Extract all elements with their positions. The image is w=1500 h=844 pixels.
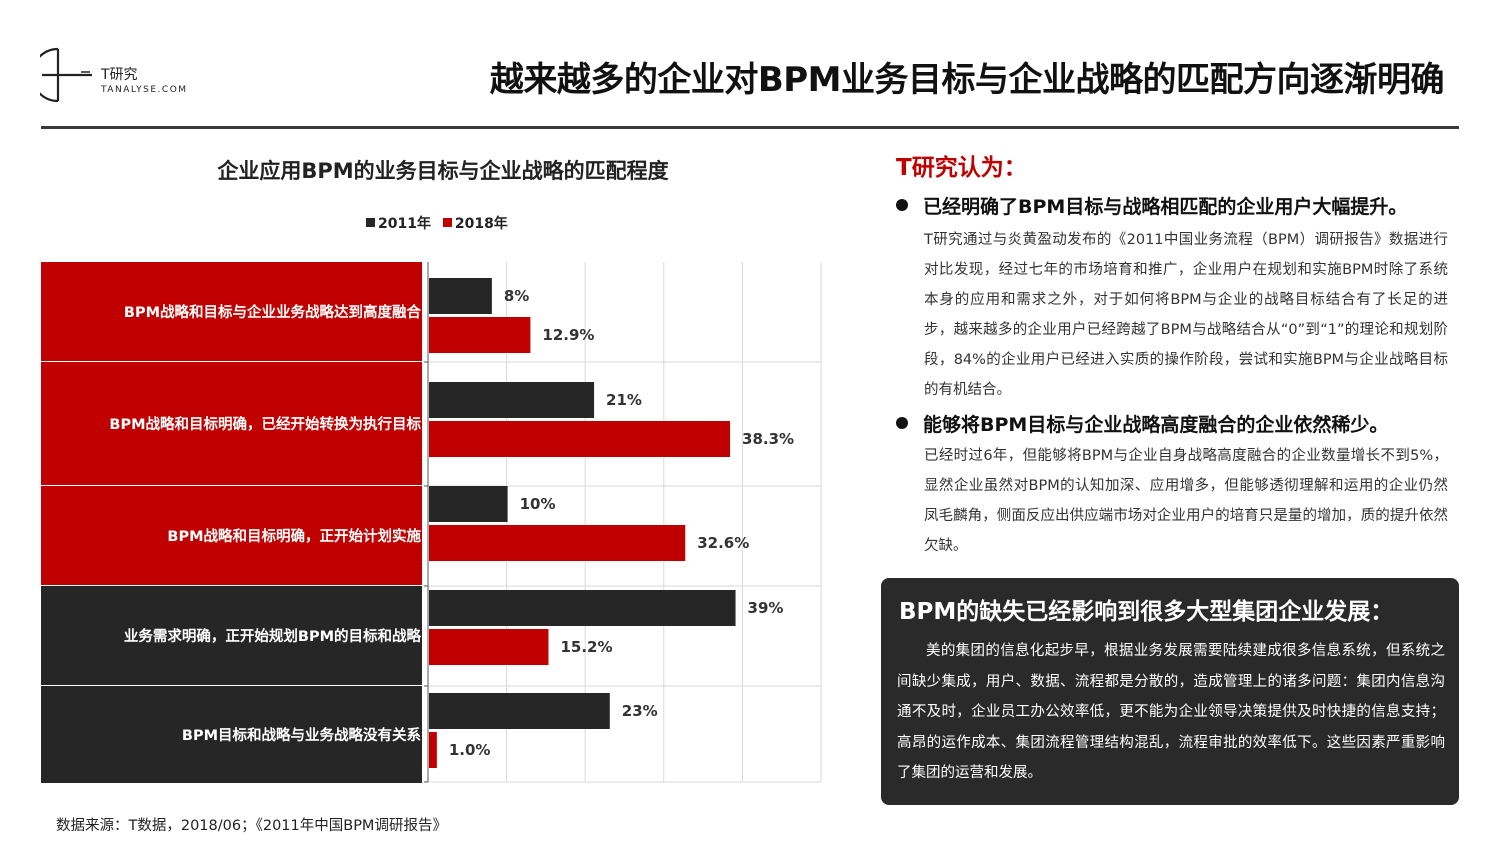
bullet-icon: [896, 417, 908, 429]
data-label: 39%: [748, 599, 784, 617]
bar-2018: [429, 317, 531, 353]
bar-2011: [429, 278, 492, 314]
data-label: 1.0%: [449, 741, 491, 759]
insights-heading: T研究认为：: [896, 155, 1027, 181]
data-label: 38.3%: [742, 430, 794, 448]
callout-box: BPM的缺失已经影响到很多大型集团企业发展： 美的集团的信息化起步早，根据业务发…: [881, 578, 1459, 805]
data-label: 15.2%: [560, 638, 612, 656]
bar-2011: [429, 486, 508, 522]
bar-2011: [429, 590, 736, 626]
bar-2011: [429, 693, 610, 729]
bar-2018: [429, 629, 549, 665]
data-label: 12.9%: [542, 326, 594, 344]
insight-point-title: 已经明确了BPM目标与战略相匹配的企业用户大幅提升。: [896, 192, 1407, 219]
category-label: 业务需求明确，正开始规划BPM的目标和战略: [41, 586, 422, 686]
insight-point-body: T研究通过与炎黄盈动发布的《2011中国业务流程（BPM）调研报告》数据进行对比…: [924, 232, 1448, 398]
callout-title: BPM的缺失已经影响到很多大型集团企业发展：: [899, 599, 1394, 625]
legend-item-2018: 2018年: [442, 216, 508, 232]
category-label: BPM战略和目标明确，正开始计划实施: [41, 486, 422, 586]
insight-point-body: 已经时过6年，但能够将BPM与企业自身战略高度融合的企业数量增长不到5%，显然企…: [924, 448, 1448, 554]
chart-legend: 2011年 2018年: [366, 213, 515, 233]
legend-item-2011: 2011年: [366, 216, 431, 232]
chart-title: 企业应用BPM的业务目标与企业战略的匹配程度: [217, 159, 669, 183]
data-source: 数据来源：T数据，2018/06；《2011年中国BPM调研报告》: [56, 818, 447, 834]
data-label: 32.6%: [697, 534, 749, 552]
bar-2011: [429, 382, 595, 418]
insight-point-title: 能够将BPM目标与企业战略高度融合的企业依然稀少。: [896, 410, 1388, 437]
bar-2018: [429, 421, 731, 457]
bar-2018: [429, 525, 686, 561]
data-label: 23%: [622, 702, 658, 720]
category-label: BPM战略和目标明确，已经开始转换为执行目标: [41, 362, 422, 486]
data-label: 21%: [606, 391, 642, 409]
category-label: BPM战略和目标与企业业务战略达到高度融合: [41, 262, 422, 362]
bullet-icon: [896, 199, 908, 211]
bar-2018: [429, 732, 437, 768]
title-divider: [41, 126, 1459, 129]
category-label: BPM目标和战略与业务战略没有关系: [41, 686, 422, 784]
data-label: 10%: [520, 495, 556, 513]
page-title: 越来越多的企业对BPM业务目标与企业战略的匹配方向逐渐明确: [489, 60, 1445, 100]
logo-mark-icon: [40, 47, 92, 103]
brand-tagline: TANALYSE.COM: [101, 85, 188, 95]
data-label: 8%: [504, 287, 529, 305]
brand-name: T研究: [101, 67, 138, 83]
callout-body: 美的集团的信息化起步早，根据业务发展需要陆续建成很多信息系统，但系统之间缺少集成…: [897, 643, 1445, 781]
brand-logo: T研究 TANALYSE.COM: [40, 44, 210, 106]
